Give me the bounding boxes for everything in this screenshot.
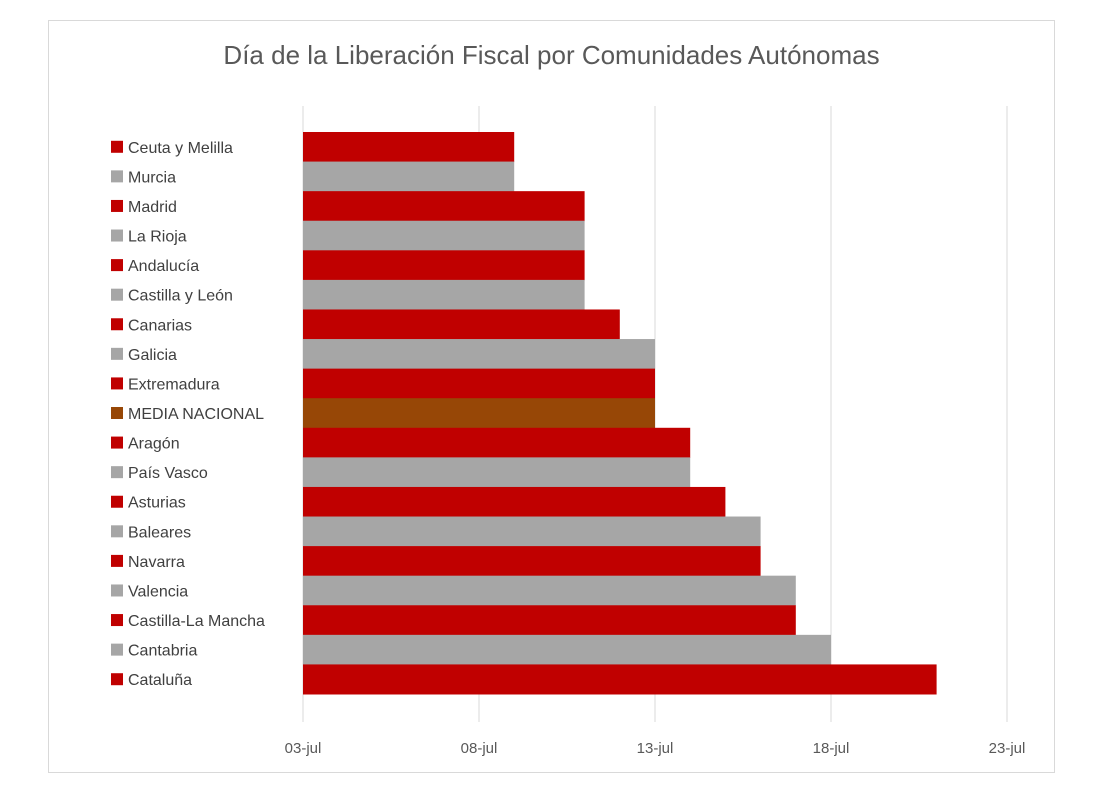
legend-label: Andalucía: [128, 258, 199, 275]
legend-label: Aragón: [128, 436, 180, 453]
chart-frame: [48, 20, 1055, 773]
legend-swatch: [111, 584, 123, 597]
x-tick-label: 18-jul: [813, 740, 850, 757]
legend-label: Valencia: [128, 583, 188, 600]
legend-label: Madrid: [128, 199, 177, 216]
legend-swatch: [111, 407, 123, 419]
bar: [303, 279, 585, 310]
legend-swatch: [111, 140, 123, 153]
x-tick-label: 03-jul: [285, 740, 322, 757]
legend-label: La Rioja: [128, 229, 187, 246]
legend-label: Cantabria: [128, 643, 197, 660]
legend-swatch: [111, 199, 123, 212]
bar: [303, 605, 796, 636]
legend-swatch: [111, 318, 123, 331]
bar: [303, 457, 691, 488]
legend-swatch: [111, 554, 123, 567]
legend-label: Castilla-La Mancha: [128, 613, 265, 630]
legend-label: Baleares: [128, 524, 191, 541]
x-tick-label: 13-jul: [637, 740, 674, 757]
bar: [303, 634, 831, 665]
legend-swatch: [111, 643, 123, 656]
bar: [303, 191, 585, 222]
bar: [303, 309, 620, 340]
legend-swatch: [111, 347, 123, 360]
legend-label: Castilla y León: [128, 288, 233, 305]
bar: [303, 220, 585, 251]
legend-label: País Vasco: [128, 465, 208, 482]
legend-label: Navarra: [128, 554, 185, 571]
legend-swatch: [111, 229, 123, 242]
bar: [303, 250, 585, 281]
bar: [303, 161, 515, 192]
legend-swatch: [111, 259, 123, 272]
bar: [303, 398, 655, 429]
x-tick-label: 08-jul: [461, 740, 498, 757]
legend-label: Ceuta y Melilla: [128, 140, 233, 157]
bar: [303, 486, 726, 518]
legend-label: Canarias: [128, 317, 192, 334]
bar: [303, 427, 691, 458]
legend-swatch: [111, 436, 123, 449]
bar: [303, 575, 796, 606]
legend-swatch: [111, 525, 123, 538]
legend-swatch: [111, 614, 123, 627]
legend-swatch: [111, 170, 123, 183]
bar: [303, 516, 761, 547]
legend-label: Murcia: [128, 169, 176, 186]
bar: [303, 339, 655, 370]
bar: [303, 664, 937, 695]
chart-title: Día de la Liberación Fiscal por Comunida…: [223, 40, 880, 70]
legend-label: Asturias: [128, 495, 186, 512]
legend-swatch: [111, 673, 123, 686]
legend-swatch: [111, 495, 123, 508]
bar: [303, 546, 761, 577]
legend-swatch: [111, 466, 123, 479]
legend-label: MEDIA NACIONAL: [128, 406, 264, 423]
legend-label: Extremadura: [128, 376, 220, 393]
bar: [303, 368, 655, 399]
legend-label: Galicia: [128, 347, 177, 364]
legend-swatch: [111, 288, 123, 301]
bar: [303, 132, 515, 163]
legend-swatch: [111, 377, 123, 390]
legend-label: Cataluña: [128, 672, 192, 689]
x-tick-label: 23-jul: [989, 740, 1026, 757]
